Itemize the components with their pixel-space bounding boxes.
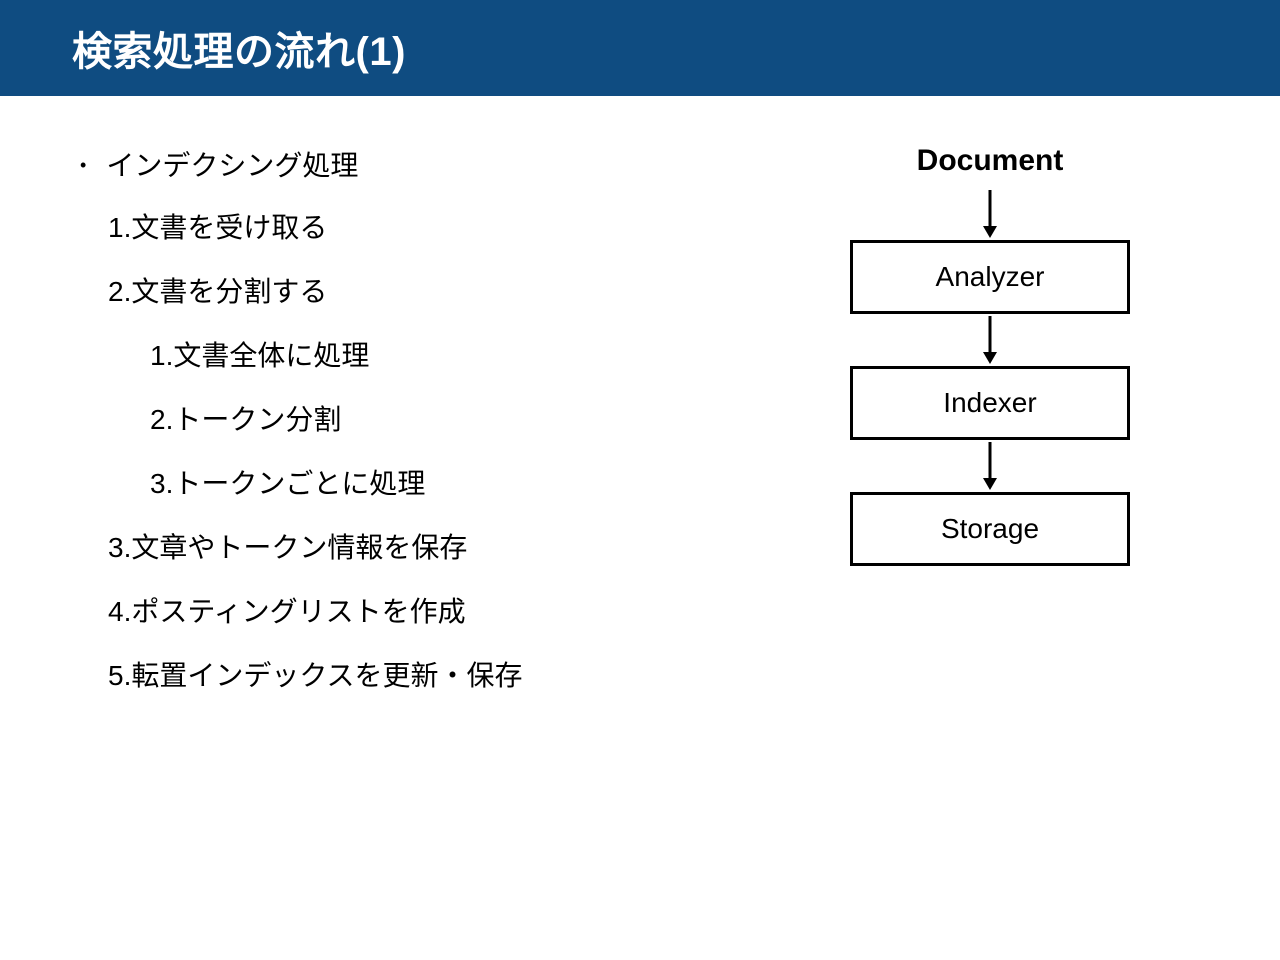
slide-header: 検索処理の流れ(1) [0, 0, 1280, 96]
bullet-heading: インデクシング処理 [106, 144, 358, 184]
flowchart-column: Document Analyzer Indexer Storage [700, 144, 1280, 718]
list-item: 5.転置インデックスを更新・保存 [108, 654, 700, 694]
arrow-down-icon [980, 314, 1000, 366]
slide-content: • インデクシング処理 1.文書を受け取る 2.文書を分割する 1.文書全体に処… [0, 96, 1280, 718]
flow-node-indexer: Indexer [850, 366, 1130, 440]
list-sub-item: 3.トークンごとに処理 [150, 462, 700, 502]
flowchart-title: Document [917, 144, 1064, 178]
flow-node-analyzer: Analyzer [850, 240, 1130, 314]
list-item: 3.文章やトークン情報を保存 [108, 526, 700, 566]
list-item: 4.ポスティングリストを作成 [108, 590, 700, 630]
arrow-down-icon [980, 440, 1000, 492]
arrow-down-icon [980, 188, 1000, 240]
list-sub-item: 1.文書全体に処理 [150, 334, 700, 374]
flow-node-label: Analyzer [936, 261, 1045, 293]
bullet-dot-icon: • [80, 156, 86, 174]
flow-node-storage: Storage [850, 492, 1130, 566]
slide-title: 検索処理の流れ(1) [72, 19, 406, 77]
bullet-heading-row: • インデクシング処理 [80, 144, 700, 184]
flow-node-label: Storage [941, 513, 1039, 545]
text-column: • インデクシング処理 1.文書を受け取る 2.文書を分割する 1.文書全体に処… [0, 144, 700, 718]
list-item: 1.文書を受け取る [108, 206, 700, 246]
flow-node-label: Indexer [943, 387, 1036, 419]
list-item: 2.文書を分割する [108, 270, 700, 310]
list-sub-item: 2.トークン分割 [150, 398, 700, 438]
